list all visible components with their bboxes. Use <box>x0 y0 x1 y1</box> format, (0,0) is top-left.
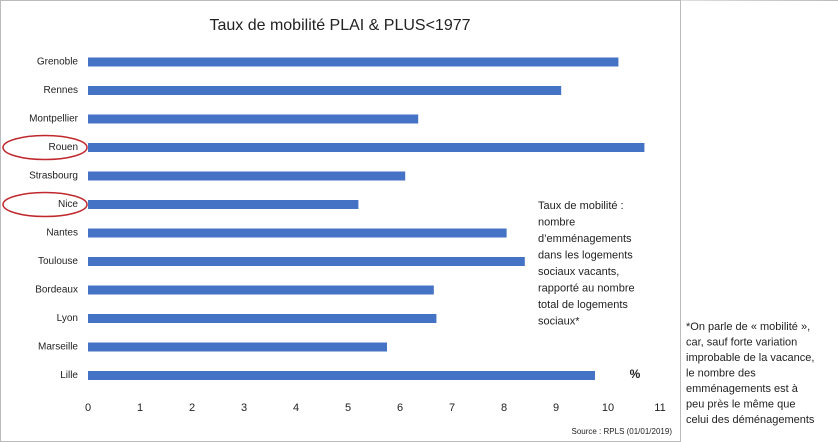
bar <box>88 314 437 323</box>
y-tick-label: Toulouse <box>38 256 78 267</box>
highlight-ellipse <box>2 134 88 161</box>
x-tick-label: 5 <box>345 402 351 414</box>
x-tick-label: 8 <box>501 402 507 414</box>
side-note: peu près le même que <box>686 398 795 410</box>
chart-frame <box>0 0 681 442</box>
annotation: d’emménagements <box>538 233 632 245</box>
x-tick-label: 2 <box>189 402 195 414</box>
side-note: celui des déménagements <box>686 414 815 426</box>
bar <box>88 371 595 380</box>
side-note: le nombre des <box>686 367 756 379</box>
x-tick-label: 9 <box>553 402 559 414</box>
bar <box>88 171 406 181</box>
bar <box>88 143 645 152</box>
annotation: dans les logements <box>538 249 633 261</box>
bar <box>88 114 419 124</box>
annotation: sociaux* <box>538 315 580 327</box>
side-note: improbable de la vacance, <box>686 352 814 364</box>
side-note: emménagements est à <box>686 383 799 395</box>
y-tick-label: Rouen <box>49 142 78 153</box>
x-tick-label: 6 <box>397 402 403 414</box>
bar <box>88 285 434 295</box>
annotation: total de logements <box>538 299 628 311</box>
annotation: Taux de mobilité : <box>538 200 624 212</box>
y-tick-label: Lille <box>60 370 78 381</box>
x-tick-label: 1 <box>137 402 143 414</box>
x-tick-label: 4 <box>293 402 299 414</box>
unit-label: % <box>630 367 641 381</box>
y-tick-label: Lyon <box>57 313 78 324</box>
y-tick-label: Marseille <box>38 342 78 353</box>
y-tick-label: Bordeaux <box>35 285 78 296</box>
x-tick-label: 0 <box>85 402 91 414</box>
y-tick-label: Strasbourg <box>29 171 78 182</box>
frame-top <box>680 0 838 1</box>
y-tick-label: Nantes <box>46 228 78 239</box>
y-tick-label: Nice <box>58 199 78 210</box>
x-tick-label: 10 <box>602 402 614 414</box>
x-tick-label: 11 <box>654 402 665 414</box>
y-tick-label: Montpellier <box>29 114 79 125</box>
y-tick-label: Rennes <box>44 85 78 96</box>
side-note: *On parle de « mobilité », <box>686 321 810 333</box>
source: Source : RPLS (01/01/2019) <box>571 427 672 436</box>
bar <box>88 342 387 352</box>
x-tick-label: 7 <box>449 402 455 414</box>
bar <box>88 257 525 266</box>
y-tick-label: Grenoble <box>37 57 79 68</box>
annotation: sociaux vacants, <box>538 266 619 278</box>
bar <box>88 200 359 209</box>
highlight-ellipse <box>2 191 88 218</box>
x-tick-label: 3 <box>241 402 247 414</box>
side-note: car, sauf forte variation <box>686 336 797 348</box>
chart-title: Taux de mobilité PLAI & PLUS<1977 <box>209 17 470 34</box>
bar <box>88 228 507 238</box>
bar <box>88 86 562 95</box>
annotation: nombre <box>538 216 575 228</box>
annotation: rapporté au nombre <box>538 282 635 294</box>
bar <box>88 57 619 67</box>
